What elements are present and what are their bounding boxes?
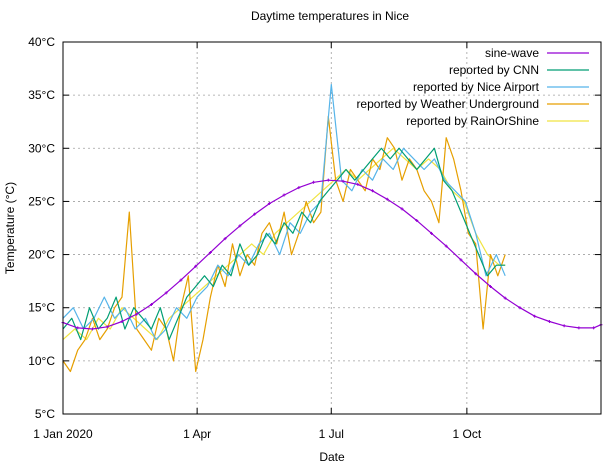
data-point	[533, 314, 537, 318]
data-point	[400, 207, 404, 211]
series-line	[62, 147, 506, 341]
y-axis-label: Temperature (°C)	[3, 182, 17, 274]
legend-label: reported by CNN	[449, 63, 539, 77]
y-tick-label: 25°C	[28, 194, 55, 208]
data-point	[208, 250, 212, 254]
x-axis-label: Date	[319, 450, 345, 464]
legend-label: sine-wave	[485, 46, 539, 60]
x-tick-label: 1 Oct	[453, 427, 482, 441]
data-point	[429, 231, 433, 235]
data-point	[253, 212, 257, 216]
data-point	[341, 179, 345, 183]
data-point	[415, 219, 419, 223]
y-tick-label: 15°C	[28, 301, 55, 315]
data-point	[149, 303, 153, 307]
legend: sine-wave reported by CNN reported by Nice…	[356, 46, 589, 128]
y-tick-label: 5°C	[35, 407, 55, 421]
y-tick-label: 20°C	[28, 248, 55, 262]
series-2	[62, 83, 506, 341]
tick-layer: 5°C 10°C 15°C 20°C 25°C 30°C 35°C 40°C 1 Jan 202…	[28, 35, 601, 441]
data-point	[282, 193, 286, 197]
legend-label: reported by RainOrShine	[406, 114, 539, 128]
data-point	[135, 312, 139, 316]
data-point	[297, 186, 301, 190]
series-line	[62, 83, 506, 341]
x-tick-label: 1 Apr	[183, 427, 211, 441]
data-point	[547, 320, 551, 324]
data-point	[474, 272, 478, 276]
series-layer	[61, 83, 603, 373]
data-point	[503, 296, 507, 300]
y-tick-label: 35°C	[28, 88, 55, 102]
series-line	[62, 115, 506, 373]
y-tick-label: 30°C	[28, 141, 55, 155]
x-tick-label: 1 Jul	[319, 427, 344, 441]
data-point	[371, 189, 375, 193]
data-point	[120, 320, 124, 324]
data-point	[105, 325, 109, 329]
data-point	[592, 326, 596, 330]
legend-label: reported by Nice Airport	[413, 80, 540, 94]
data-point	[385, 197, 389, 201]
x-tick-label: 1 Jan 2020	[33, 427, 93, 441]
plot-frame	[62, 41, 602, 415]
series-line	[62, 147, 506, 341]
series-1	[62, 147, 506, 341]
series-4	[62, 147, 506, 341]
data-point	[577, 326, 581, 330]
data-point	[312, 180, 316, 184]
data-point	[356, 182, 360, 186]
series-3	[62, 115, 506, 373]
data-point	[444, 244, 448, 248]
data-point	[562, 324, 566, 328]
data-point	[164, 291, 168, 295]
data-point	[238, 224, 242, 228]
y-tick-label: 10°C	[28, 354, 55, 368]
chart-title: Daytime temperatures in Nice	[251, 9, 409, 23]
data-point	[194, 264, 198, 268]
data-point	[518, 306, 522, 310]
data-point	[459, 258, 463, 262]
data-point	[223, 237, 227, 241]
series-line	[62, 179, 602, 330]
data-point	[90, 327, 94, 331]
legend-label: reported by Weather Underground	[356, 97, 539, 111]
series-0	[61, 178, 603, 331]
y-tick-label: 40°C	[28, 35, 55, 49]
data-point	[76, 326, 80, 330]
data-point	[488, 284, 492, 288]
data-point	[267, 202, 271, 206]
data-point	[326, 178, 330, 182]
data-point	[179, 278, 183, 282]
